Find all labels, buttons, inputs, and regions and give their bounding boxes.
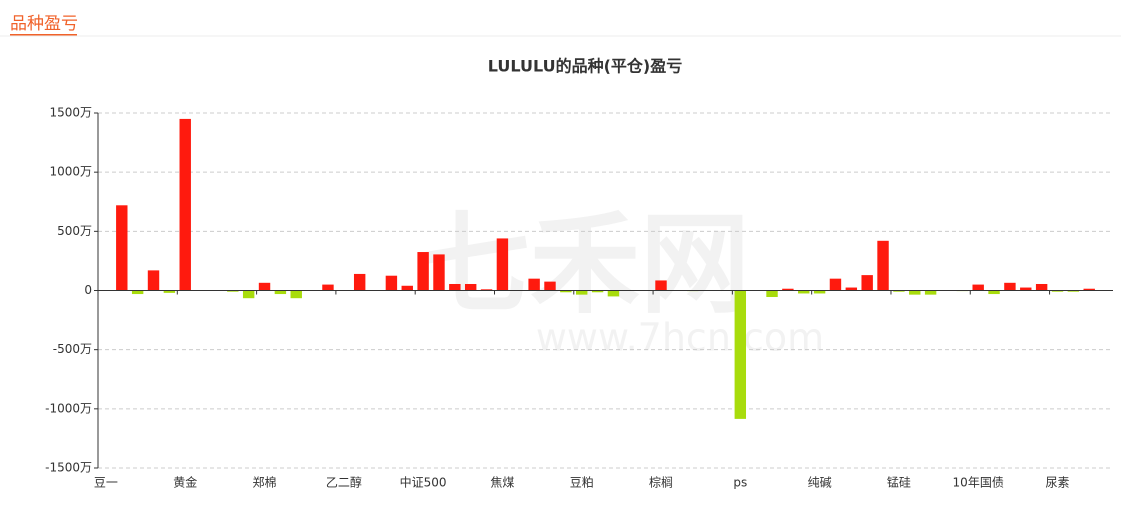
- bar: [274, 290, 287, 295]
- bar: [845, 287, 858, 291]
- bar: [401, 285, 413, 291]
- bar: [464, 283, 477, 291]
- bar: [1083, 288, 1095, 291]
- x-tick-label: 黄金: [173, 475, 197, 490]
- bar: [909, 290, 921, 295]
- header-title: 品种盈亏: [10, 14, 78, 34]
- bar: [147, 270, 160, 291]
- bar: [242, 290, 255, 299]
- bar: [861, 275, 873, 291]
- x-tick-label: 焦煤: [490, 476, 514, 490]
- x-tick-label: 郑棉: [253, 475, 277, 490]
- bar: [972, 284, 984, 291]
- watermark: 七禾网: [420, 200, 750, 328]
- bar: [179, 118, 191, 291]
- bar: [1051, 290, 1064, 292]
- y-tick-label: -1500万: [45, 461, 92, 475]
- bar: [131, 290, 144, 295]
- bar: [417, 252, 429, 291]
- watermark-url: www.7hcn.com: [536, 316, 824, 360]
- bar: [576, 290, 588, 295]
- bar: [766, 290, 778, 298]
- bar: [496, 238, 509, 291]
- x-tick-label: 豆一: [94, 476, 118, 490]
- bar: [528, 278, 540, 291]
- bar: [591, 290, 604, 293]
- y-tick-label: -1000万: [45, 401, 92, 415]
- y-tick-label: 1000万: [49, 165, 92, 179]
- bar: [798, 290, 810, 294]
- bar: [544, 281, 556, 291]
- x-tick-label: 乙二醇: [326, 475, 362, 490]
- bar: [813, 290, 826, 294]
- bar: [893, 290, 905, 292]
- y-tick-label: 0: [84, 283, 92, 297]
- x-tick-label: 10年国债: [953, 476, 1004, 490]
- x-tick-label: 豆粕: [570, 475, 594, 490]
- bar: [924, 290, 937, 295]
- x-tick-label: 锰硅: [887, 475, 911, 490]
- bar: [877, 240, 889, 291]
- x-tick-label: 尿素: [1045, 476, 1069, 490]
- x-tick-label: ps: [733, 476, 747, 490]
- bar: [988, 290, 1000, 295]
- bar: [1067, 290, 1080, 292]
- chart-title: LULULU的品种(平仓)盈亏: [488, 57, 682, 76]
- bar: [449, 283, 461, 291]
- bar: [1035, 283, 1048, 291]
- y-tick-label: -500万: [53, 342, 92, 356]
- bar: [353, 273, 366, 291]
- y-tick-label: 500万: [57, 224, 92, 238]
- y-tick-label: 1500万: [49, 106, 92, 120]
- bar: [560, 290, 572, 293]
- bar: [116, 205, 128, 291]
- x-tick-label: 棕榈: [649, 475, 673, 490]
- bar: [607, 290, 620, 297]
- bar: [480, 289, 493, 291]
- bar: [433, 254, 445, 291]
- bar: [1004, 282, 1016, 291]
- bar: [829, 278, 842, 291]
- bar: [782, 288, 794, 291]
- bar: [734, 290, 747, 419]
- bar: [655, 280, 667, 291]
- bar: [322, 284, 334, 291]
- bar: [1020, 287, 1032, 291]
- bar: [258, 282, 271, 291]
- x-tick-label: 中证500: [400, 475, 447, 490]
- bar: [163, 290, 176, 293]
- bar: [290, 290, 302, 299]
- x-tick-label: 纯碱: [808, 476, 832, 490]
- bar: [385, 275, 398, 291]
- bar: [227, 290, 239, 292]
